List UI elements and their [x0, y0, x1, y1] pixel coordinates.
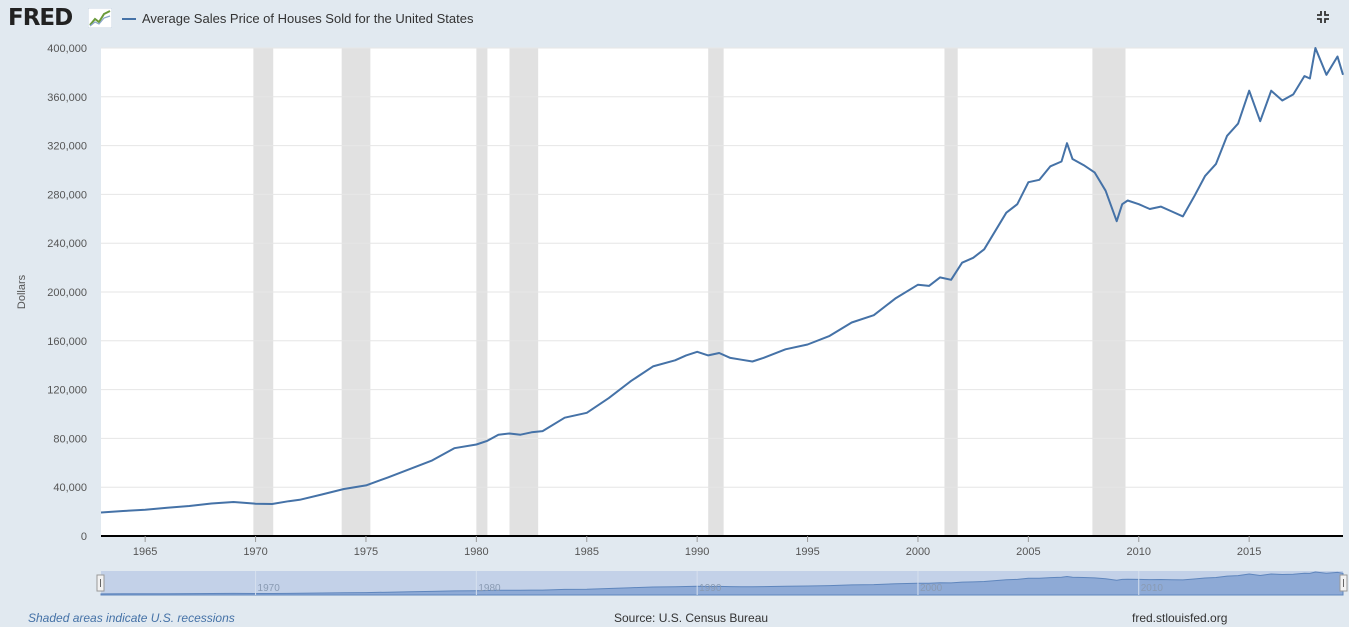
y-tick-label: 120,000 [47, 385, 87, 397]
navigator-series [100, 571, 1344, 596]
grid-lines [101, 47, 1343, 488]
legend-series-line [122, 18, 136, 20]
navigator-tick-label: 2000 [920, 583, 943, 594]
x-tick-label: 2010 [1127, 546, 1151, 558]
series-layer [100, 47, 1344, 514]
y-tick-label: 360,000 [47, 92, 87, 104]
y-tick-label: 400,000 [47, 43, 87, 55]
y-axis-ticks: 0 40,000 80,000 120,000 160,000 200,000 240,00… [47, 43, 87, 543]
x-tick-label: 1965 [133, 546, 157, 558]
y-axis-label: Dollars [16, 274, 28, 309]
x-tick-label: 1985 [575, 546, 599, 558]
x-tick-label: 2000 [906, 546, 930, 558]
navigator-tick-label: 1970 [258, 583, 281, 594]
navigator-tick-label: 2010 [1141, 583, 1164, 594]
y-tick-label: 280,000 [47, 189, 87, 201]
fred-logo[interactable]: FRED [8, 5, 73, 31]
y-tick-label: 0 [81, 531, 87, 543]
y-tick-label: 160,000 [47, 336, 87, 348]
y-tick-label: 40,000 [53, 482, 87, 494]
chart-title: Average Sales Price of Houses Sold for t… [142, 11, 474, 26]
site-link[interactable]: fred.stlouisfed.org [1132, 611, 1228, 625]
navigator-ticks: 1970 1980 1990 2000 2010 [255, 571, 1164, 595]
logo-graph-icon [88, 8, 112, 28]
series-line [100, 47, 1344, 514]
x-tick-label: 1975 [354, 546, 378, 558]
x-tick-label: 1995 [795, 546, 819, 558]
y-tick-label: 320,000 [47, 141, 87, 153]
x-axis-ticks: 1965 1970 1975 1980 1985 1990 1995 2000 2005 2010… [133, 536, 1261, 558]
x-tick-label: 1980 [464, 546, 488, 558]
y-tick-label: 80,000 [53, 433, 87, 445]
navigator-tick-label: 1980 [478, 583, 501, 594]
x-tick-label: 2015 [1237, 546, 1261, 558]
chart-header: FRED Average Sales Price of Houses Sold … [0, 0, 1349, 40]
x-tick-label: 1990 [685, 546, 709, 558]
y-tick-label: 240,000 [47, 238, 87, 250]
x-tick-label: 1970 [243, 546, 267, 558]
recessions-note-link[interactable]: Shaded areas indicate U.S. recessions [28, 611, 235, 625]
navigator[interactable]: 1970 1980 1990 2000 2010 [96, 571, 1348, 596]
y-tick-label: 200,000 [47, 287, 87, 299]
navigator-tick-label: 1990 [699, 583, 722, 594]
collapse-icon[interactable] [1316, 10, 1330, 24]
navigator-area [100, 571, 1344, 596]
source-text: Source: U.S. Census Bureau [614, 611, 769, 625]
x-tick-label: 2005 [1016, 546, 1040, 558]
